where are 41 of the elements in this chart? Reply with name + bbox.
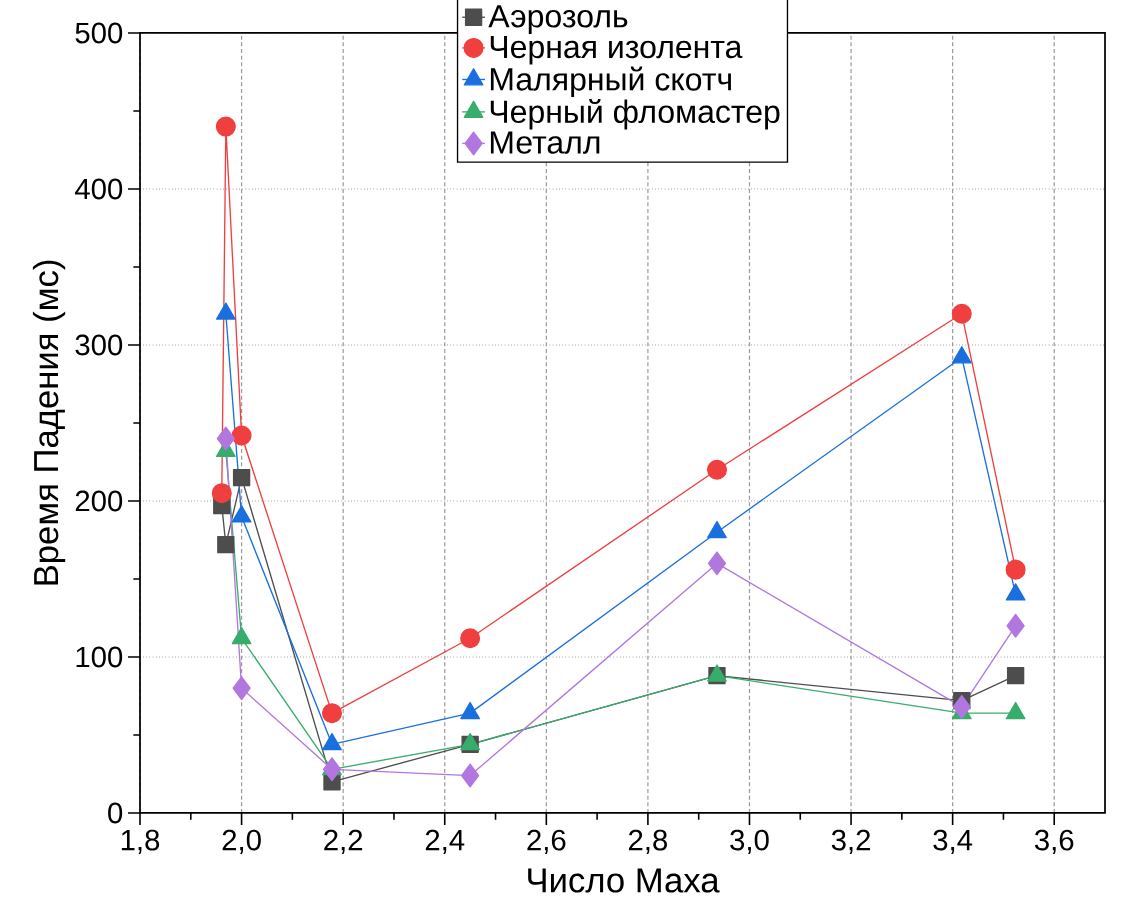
point xyxy=(216,426,236,451)
y-tick-label: 400 xyxy=(75,178,123,200)
point xyxy=(231,425,252,446)
point xyxy=(707,551,727,576)
point xyxy=(460,763,480,788)
point xyxy=(232,468,251,487)
y-tick-label: 500 xyxy=(75,22,123,44)
point xyxy=(211,483,232,504)
point xyxy=(1006,667,1025,685)
x-tick-label: 3,0 xyxy=(730,829,769,854)
point xyxy=(232,676,251,701)
point xyxy=(321,703,342,724)
legend-label: Черная изолента xyxy=(490,35,743,65)
point xyxy=(322,757,342,782)
point xyxy=(1006,613,1025,638)
legend-label: Малярный скотч xyxy=(490,66,731,97)
x-tick-label: 2,0 xyxy=(222,829,261,854)
y-tick-label: 200 xyxy=(75,490,123,512)
y-tick-label: 0 xyxy=(108,802,123,824)
y-tick-label: 300 xyxy=(75,334,123,356)
legend-label: Аэрозоль xyxy=(488,5,628,34)
x-tick-label: 3,6 xyxy=(1034,829,1074,854)
point xyxy=(1005,559,1026,580)
x-tick-label: 2,2 xyxy=(324,829,363,854)
x-tick-label: 3,4 xyxy=(933,829,973,854)
point xyxy=(215,116,236,137)
point xyxy=(217,536,235,554)
x-tick-label: 2,4 xyxy=(425,829,465,854)
y-tick-label: 100 xyxy=(76,646,123,668)
y-axis-title: Время Падения (мс) xyxy=(32,260,66,585)
point xyxy=(706,459,727,480)
legend-label: Металл xyxy=(490,131,600,154)
point xyxy=(952,694,971,719)
legend-label: Черный фломастер xyxy=(490,99,780,130)
x-tick-label: 1,8 xyxy=(121,829,160,854)
x-tick-label: 2,6 xyxy=(527,829,566,854)
x-tick-label: 3,2 xyxy=(831,829,870,854)
point xyxy=(951,303,972,324)
point xyxy=(460,628,481,649)
x-axis-title: Число Маха xyxy=(528,868,720,893)
x-tick-label: 2,8 xyxy=(629,829,668,854)
